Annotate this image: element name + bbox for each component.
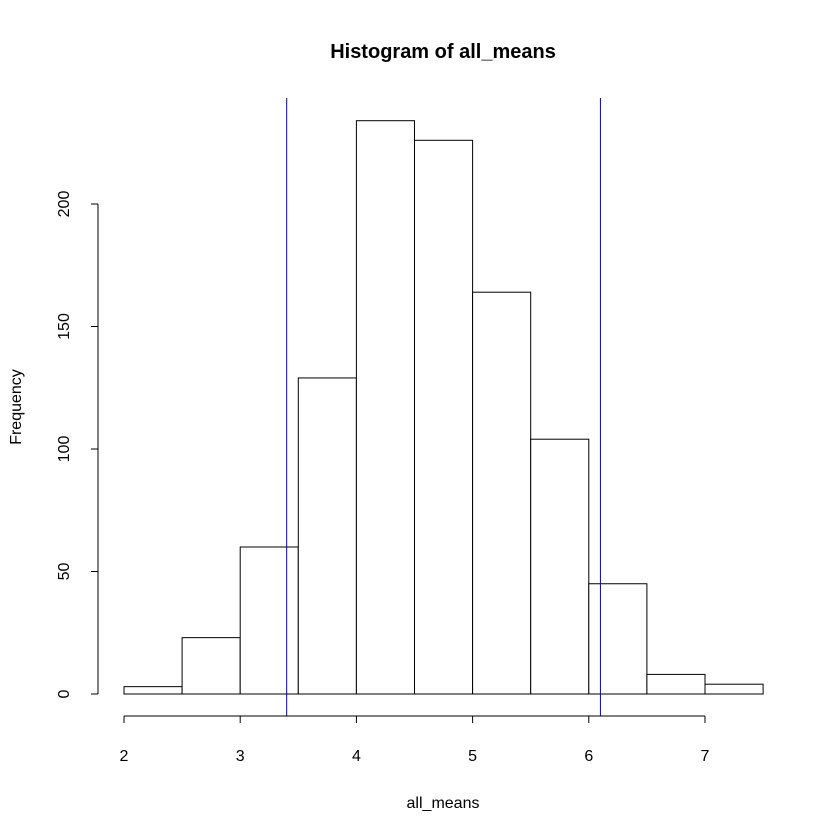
x-tick-label-0: 2 [120,748,129,765]
chart-title: Histogram of all_means [330,41,556,63]
x-axis: 2 3 4 5 6 7 [120,715,710,765]
y-tick-label-2: 100 [56,436,73,463]
histogram-bar-0 [123,686,183,695]
y-tick-label-3: 150 [56,313,73,340]
x-tick-label-1: 3 [236,748,245,765]
histogram-bar-3 [297,377,357,695]
histogram-bar-7 [530,438,590,695]
y-axis: 0 50 100 150 200 [56,191,99,698]
histogram-bar-10 [704,683,764,695]
reference-lines-group [286,98,601,716]
x-tick-label-4: 6 [584,748,593,765]
y-axis-label: Frequency [8,369,25,445]
x-tick-label-2: 4 [352,748,361,765]
histogram-bar-9 [646,673,706,695]
x-tick-label-5: 7 [701,748,710,765]
x-tick-label-3: 5 [468,748,477,765]
histogram-bar-5 [414,139,474,695]
histogram-bar-2 [239,546,299,695]
histogram-bar-1 [181,637,241,695]
histogram-bar-8 [588,583,648,695]
y-tick-label-0: 0 [56,689,73,698]
y-tick-label-1: 50 [56,563,73,581]
bars-group [123,120,764,695]
x-axis-label: all_means [407,795,480,812]
y-tick-label-4: 200 [56,191,73,218]
histogram-bar-6 [472,291,532,695]
histogram-bar-4 [355,120,415,695]
